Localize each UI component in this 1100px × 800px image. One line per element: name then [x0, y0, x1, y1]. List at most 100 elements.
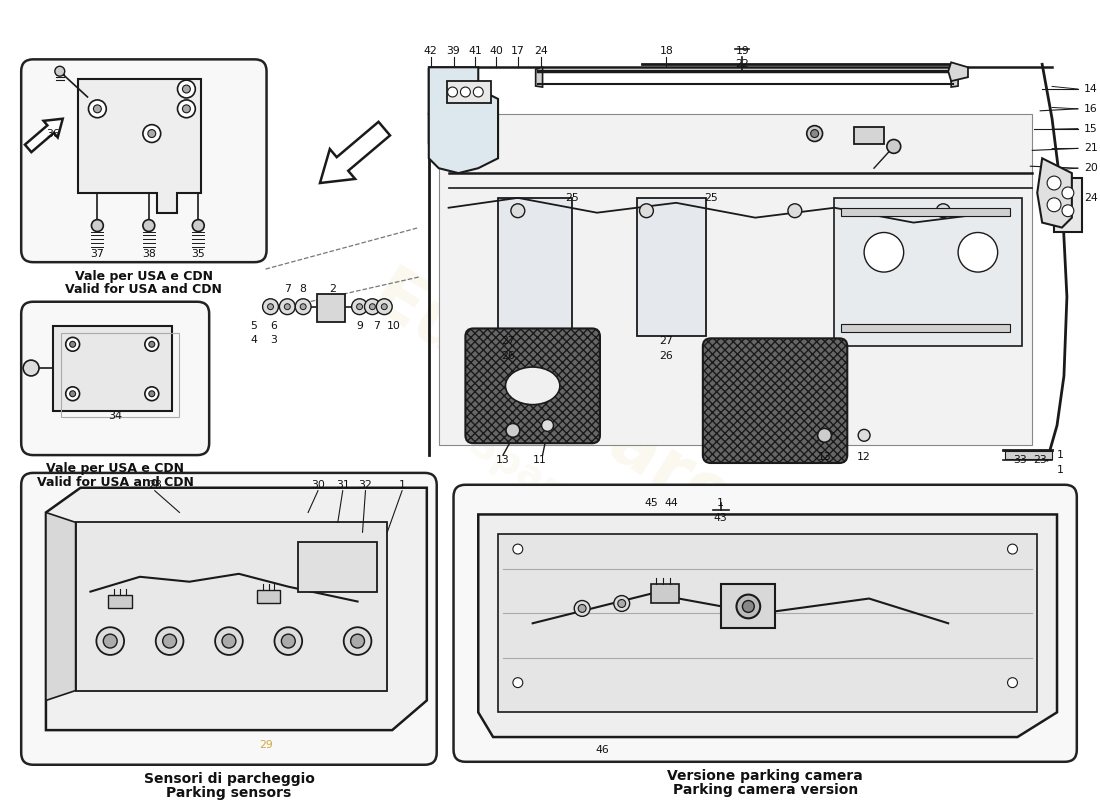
- Polygon shape: [498, 198, 572, 336]
- Circle shape: [282, 634, 295, 648]
- Text: 13: 13: [496, 455, 510, 465]
- Text: 34: 34: [108, 410, 122, 421]
- FancyBboxPatch shape: [21, 59, 266, 262]
- Circle shape: [1047, 176, 1062, 190]
- Text: 32: 32: [359, 480, 373, 490]
- Text: motor parts: motor parts: [540, 164, 816, 358]
- Text: 13: 13: [817, 452, 832, 462]
- Circle shape: [183, 105, 190, 113]
- Text: 36: 36: [46, 129, 59, 138]
- Circle shape: [145, 387, 158, 401]
- Circle shape: [275, 627, 302, 655]
- Circle shape: [88, 100, 107, 118]
- Circle shape: [148, 390, 155, 397]
- FancyBboxPatch shape: [703, 338, 847, 463]
- Circle shape: [858, 430, 870, 442]
- Bar: [842, 208, 1010, 216]
- Circle shape: [183, 85, 190, 93]
- Text: 7: 7: [284, 284, 290, 294]
- Text: Parking camera version: Parking camera version: [672, 783, 858, 798]
- Circle shape: [506, 423, 520, 438]
- Circle shape: [97, 627, 124, 655]
- Circle shape: [737, 594, 760, 618]
- Circle shape: [370, 304, 375, 310]
- Text: 8: 8: [299, 284, 307, 294]
- Text: 19: 19: [736, 46, 749, 57]
- Polygon shape: [1037, 158, 1071, 227]
- Text: 30: 30: [311, 480, 324, 490]
- Polygon shape: [46, 513, 76, 701]
- Circle shape: [382, 304, 387, 310]
- Polygon shape: [429, 67, 498, 173]
- Circle shape: [614, 595, 629, 611]
- Text: 14: 14: [1084, 84, 1098, 94]
- Bar: [1004, 451, 1052, 459]
- Circle shape: [147, 130, 156, 138]
- Bar: [256, 590, 280, 603]
- Text: 16: 16: [1084, 104, 1098, 114]
- Text: Sensori di parcheggio: Sensori di parcheggio: [143, 771, 315, 786]
- Circle shape: [295, 298, 311, 314]
- Circle shape: [351, 634, 364, 648]
- Text: 42: 42: [424, 46, 438, 57]
- Circle shape: [143, 220, 155, 231]
- Circle shape: [356, 304, 363, 310]
- Text: Versione parking camera: Versione parking camera: [668, 769, 864, 782]
- Circle shape: [66, 387, 79, 401]
- Text: Valid for USA and CDN: Valid for USA and CDN: [36, 476, 194, 490]
- Circle shape: [222, 634, 235, 648]
- Text: 37: 37: [90, 250, 104, 259]
- Bar: [1054, 178, 1081, 233]
- Circle shape: [865, 233, 904, 272]
- Text: 6: 6: [270, 322, 277, 331]
- Text: 41: 41: [469, 46, 482, 57]
- Text: 1: 1: [1057, 450, 1064, 460]
- Text: 18: 18: [659, 46, 673, 57]
- Circle shape: [364, 298, 381, 314]
- Circle shape: [143, 125, 161, 142]
- Circle shape: [461, 87, 471, 97]
- Text: 2: 2: [329, 284, 337, 294]
- Circle shape: [279, 298, 295, 314]
- Text: 46: 46: [595, 745, 608, 755]
- Text: 25: 25: [565, 193, 579, 203]
- Bar: [720, 584, 775, 628]
- Circle shape: [541, 419, 553, 431]
- Text: 35: 35: [191, 250, 206, 259]
- Text: 1: 1: [398, 480, 406, 490]
- Polygon shape: [478, 514, 1057, 737]
- Circle shape: [69, 342, 76, 347]
- Text: 21: 21: [1084, 143, 1098, 154]
- Text: 15: 15: [1084, 124, 1098, 134]
- Text: 3: 3: [270, 335, 277, 346]
- Circle shape: [91, 220, 103, 231]
- Text: 26: 26: [502, 351, 515, 361]
- FancyArrow shape: [320, 122, 390, 183]
- Circle shape: [177, 80, 196, 98]
- Circle shape: [742, 601, 755, 612]
- Text: 10: 10: [387, 322, 402, 331]
- Circle shape: [94, 105, 101, 113]
- Text: 28: 28: [147, 480, 162, 490]
- Circle shape: [285, 304, 290, 310]
- Text: 24: 24: [1084, 193, 1098, 203]
- Polygon shape: [948, 62, 968, 81]
- Polygon shape: [637, 198, 706, 336]
- Circle shape: [352, 298, 367, 314]
- Text: 5: 5: [251, 322, 257, 331]
- Text: 7: 7: [373, 322, 380, 331]
- Circle shape: [300, 304, 306, 310]
- Circle shape: [817, 428, 832, 442]
- Text: 38: 38: [142, 250, 156, 259]
- Circle shape: [811, 130, 818, 138]
- Polygon shape: [76, 522, 387, 690]
- Text: 24: 24: [534, 46, 548, 57]
- FancyBboxPatch shape: [453, 485, 1077, 762]
- Text: Parking sensors: Parking sensors: [166, 786, 292, 800]
- Text: 9: 9: [356, 322, 363, 331]
- FancyBboxPatch shape: [465, 329, 600, 443]
- Text: 22: 22: [736, 59, 749, 70]
- Circle shape: [788, 204, 802, 218]
- Circle shape: [216, 627, 243, 655]
- Circle shape: [145, 338, 158, 351]
